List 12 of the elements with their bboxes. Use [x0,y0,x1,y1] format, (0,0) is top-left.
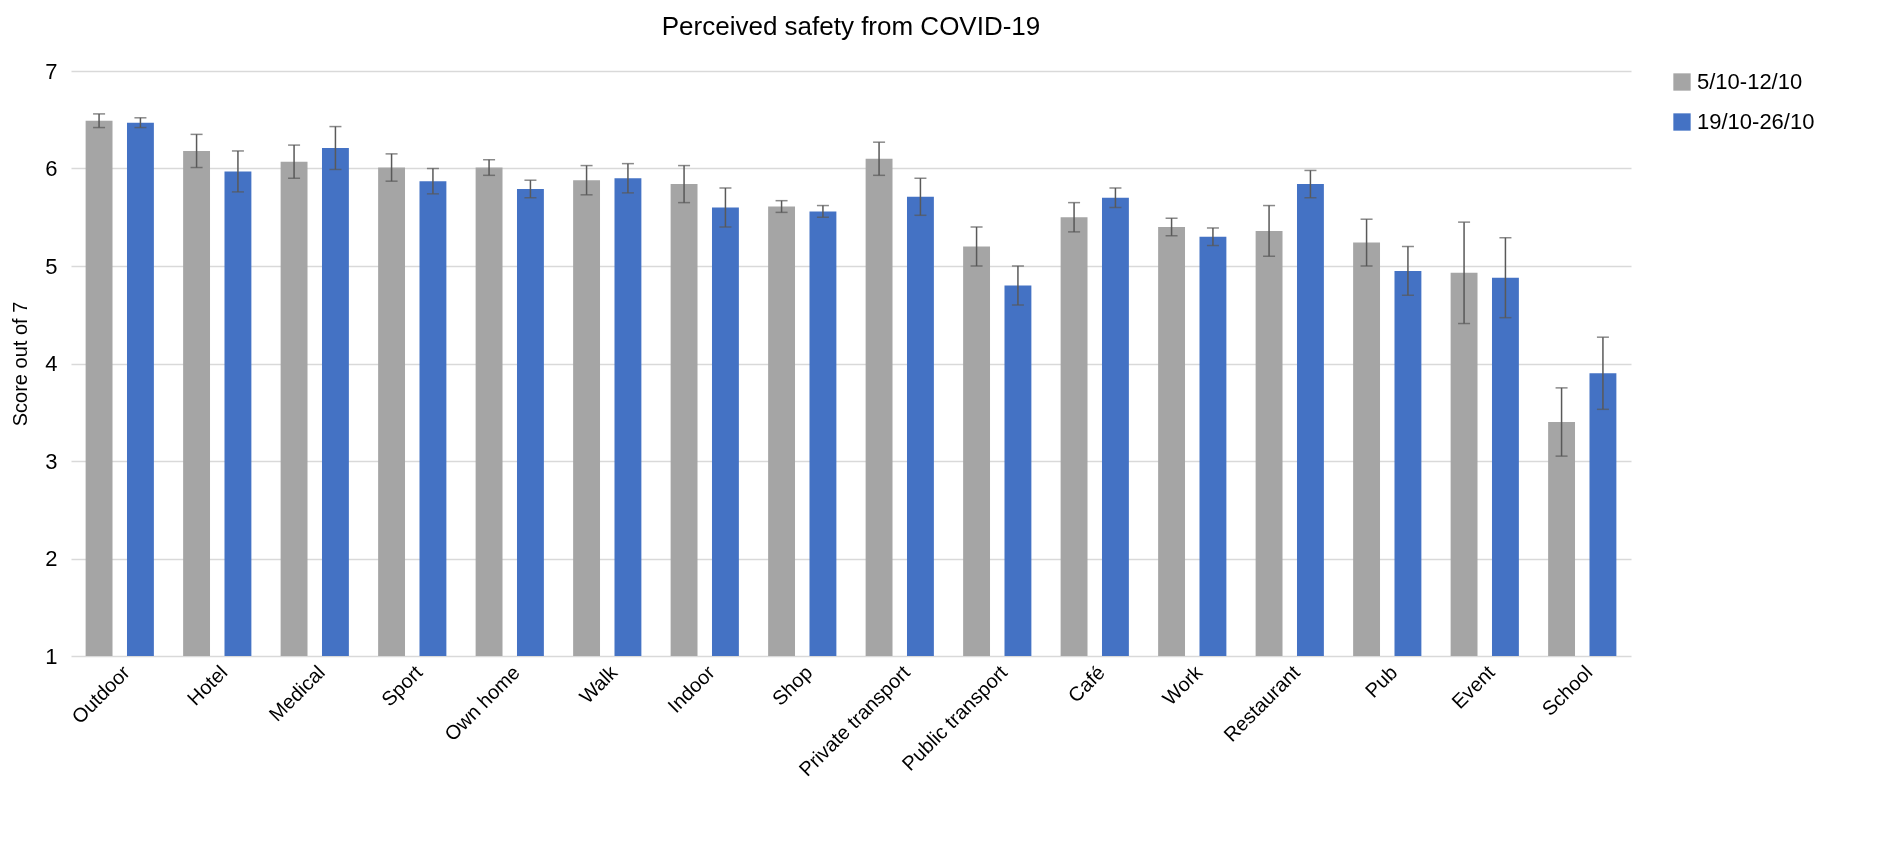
y-axis-title: Score out of 7 [9,301,32,427]
y-tick-label: 6 [45,156,58,181]
y-tick-label: 2 [45,546,58,571]
y-tick-label: 1 [45,643,58,669]
legend-label: 19/10-26/10 [1697,109,1815,134]
chart-title: Perceived safety from COVID-19 [661,11,1041,41]
legend-label: 5/10-12/10 [1697,69,1803,94]
x-tick-label: Pub [1360,661,1402,702]
y-tick-label: 7 [45,58,58,84]
y-tick-label: 5 [45,253,58,279]
y-tick-label: 3 [45,448,58,474]
y-tick-label: 4 [45,351,58,376]
